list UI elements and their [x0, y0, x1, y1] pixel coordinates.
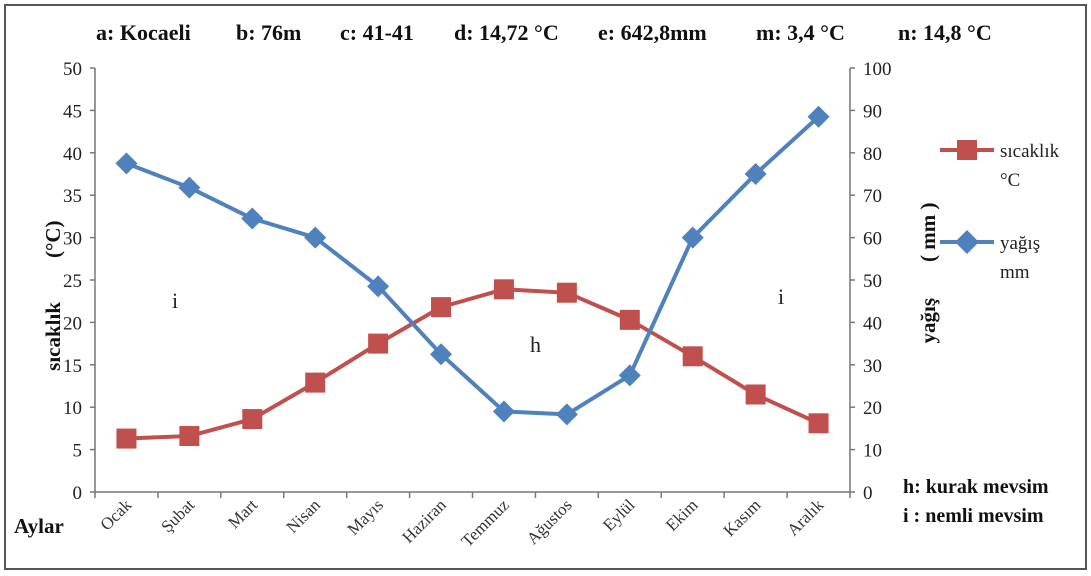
data-point — [241, 207, 264, 230]
data-point — [305, 372, 326, 393]
y-right-tick-label: 40 — [863, 313, 882, 334]
data-point — [116, 428, 137, 449]
y-right-tick-label: 20 — [863, 398, 882, 419]
data-point — [682, 346, 703, 367]
header-min-temperature: m: 3,4 °C — [756, 20, 845, 45]
data-point — [493, 279, 514, 300]
region-label-nemli-right: i — [778, 284, 784, 309]
data-point — [242, 409, 263, 430]
legend-entry-sicaklik: sıcaklık °C — [940, 140, 1060, 191]
y-right-label-unit: ( mm ) — [916, 203, 940, 262]
y-left-tick-label: 0 — [73, 483, 83, 504]
data-point — [430, 343, 453, 366]
legend-sicaklik-line2: °C — [1000, 170, 1020, 191]
y-right-tick-label: 90 — [863, 101, 882, 122]
header-annual-precipitation: e: 642,8mm — [598, 20, 707, 45]
y-left-axis-label: sıcaklık (°C) — [41, 220, 65, 370]
data-point — [807, 105, 830, 128]
x-axis-label: Aylar — [14, 514, 64, 538]
data-point — [555, 403, 578, 426]
legend-sicaklik-line1: sıcaklık — [1000, 141, 1060, 162]
y-left-tick-label: 50 — [63, 59, 82, 80]
y-right-ticks: 0 10 20 30 40 50 60 70 80 90 100 — [850, 59, 892, 504]
x-tick-label: Kasım — [720, 495, 765, 540]
header-max-temperature: n: 14,8 °C — [898, 20, 992, 45]
series-sicaklik — [116, 279, 829, 449]
y-right-tick-label: 0 — [863, 483, 873, 504]
y-left-label-text: sıcaklık — [41, 302, 65, 371]
y-left-tick-label: 35 — [63, 186, 82, 207]
x-tick-label: Ağustos — [523, 495, 576, 548]
header-row: a: Kocaeli b: 76m c: 41-41 d: 14,72 °C e… — [96, 20, 992, 45]
x-tick-label: Eylül — [599, 495, 639, 535]
data-point — [618, 364, 641, 387]
x-tick-label: Şubat — [157, 495, 198, 536]
data-point — [368, 333, 389, 354]
y-left-ticks: 0 5 10 15 20 25 30 35 40 45 50 — [63, 59, 95, 504]
series-line — [125, 115, 820, 417]
series-yagis — [115, 105, 830, 426]
x-tick-label: Mart — [224, 495, 261, 532]
y-left-tick-label: 15 — [63, 356, 82, 377]
data-point — [367, 275, 390, 298]
region-label-nemli-left: i — [172, 288, 178, 313]
data-point — [431, 297, 452, 318]
y-right-label-text: yağış — [916, 298, 940, 344]
data-point — [178, 176, 201, 199]
legend-entry-yagis: yağış mm — [940, 230, 1040, 283]
data-point — [115, 152, 138, 175]
data-point — [179, 426, 200, 447]
y-right-tick-label: 10 — [863, 441, 882, 462]
y-left-tick-label: 45 — [63, 101, 82, 122]
x-tick-label: Temmuz — [457, 495, 513, 551]
y-right-axis-label: yağış ( mm ) — [916, 203, 940, 344]
header-coordinates: c: 41-41 — [340, 20, 414, 45]
x-tick-label: Aralık — [783, 495, 827, 539]
y-left-tick-label: 25 — [63, 271, 82, 292]
header-altitude: b: 76m — [236, 20, 301, 45]
y-left-tick-label: 40 — [63, 144, 82, 165]
axes — [94, 68, 851, 493]
y-right-tick-label: 30 — [863, 356, 882, 377]
x-tick-label: Haziran — [398, 495, 450, 547]
y-left-tick-label: 20 — [63, 313, 82, 334]
data-point — [745, 384, 766, 405]
data-point — [744, 163, 767, 185]
note-nemli-mevsim: i : nemli mevsim — [903, 505, 1044, 527]
header-location: a: Kocaeli — [96, 20, 191, 45]
legend: sıcaklık °C yağış mm — [940, 140, 1060, 283]
y-right-tick-label: 70 — [863, 186, 882, 207]
chart-frame — [4, 4, 1087, 570]
y-right-tick-label: 80 — [863, 144, 882, 165]
x-ticks: Ocak Şubat Mart Nisan Mayıs Haziran Temmuz Ağus… — [94, 492, 851, 551]
y-right-tick-label: 60 — [863, 229, 882, 250]
x-tick-label: Ekim — [662, 495, 701, 534]
note-kurak-mevsim: h: kurak mevsim — [903, 476, 1049, 498]
data-point — [619, 309, 640, 330]
legend-yagis-line1: yağış — [1000, 233, 1040, 254]
y-left-tick-label: 10 — [63, 398, 82, 419]
legend-yagis-line2: mm — [1000, 262, 1030, 283]
data-point — [304, 226, 327, 249]
x-tick-label: Mayıs — [343, 495, 386, 538]
header-mean-temperature: d: 14,72 °C — [454, 20, 559, 45]
region-label-kurak: h — [530, 332, 541, 357]
data-point — [808, 413, 829, 434]
y-right-tick-label: 50 — [863, 271, 882, 292]
data-point — [556, 282, 577, 303]
series-layer — [115, 105, 830, 449]
data-point — [492, 400, 515, 423]
data-point — [681, 226, 704, 249]
series-line — [126, 287, 820, 441]
x-tick-label: Ocak — [96, 495, 135, 534]
y-left-tick-label: 30 — [63, 229, 82, 250]
y-left-tick-label: 5 — [73, 441, 83, 462]
x-tick-label: Nisan — [283, 495, 325, 537]
y-left-label-unit: (°C) — [41, 220, 65, 258]
y-right-tick-label: 100 — [863, 59, 892, 80]
